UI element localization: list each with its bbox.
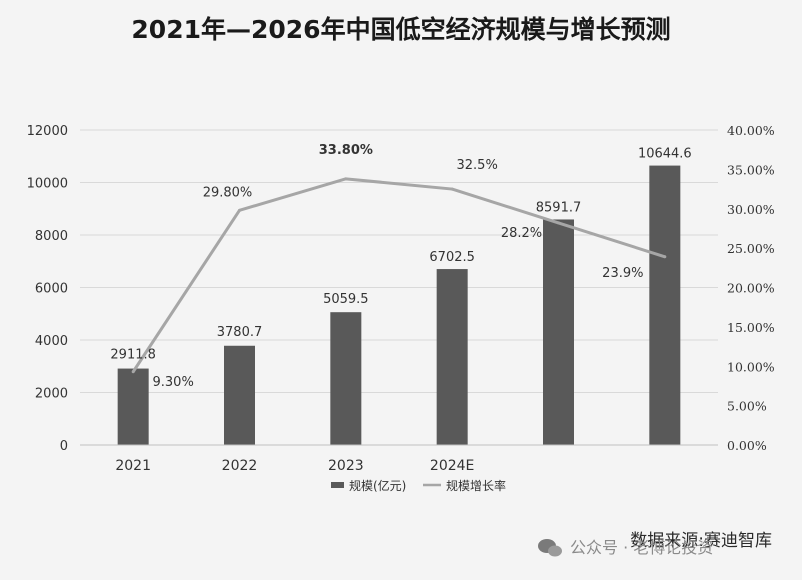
- legend-line-label: 规模增长率: [446, 478, 506, 493]
- watermark-text: 公众号 · 老博论投资: [570, 538, 713, 557]
- bar-value-label: 6702.5: [429, 250, 475, 265]
- line-value-label: 29.80%: [203, 185, 253, 200]
- line-value-label: 28.2%: [501, 226, 542, 241]
- line-point: [131, 370, 135, 374]
- legend-bar-swatch: [331, 482, 344, 488]
- x-tick-label: 2023: [328, 458, 364, 474]
- bar-value-label: 5059.5: [323, 292, 369, 307]
- y-right-tick-label: 5.00%: [727, 399, 767, 414]
- legend: 规模(亿元) 规模增长率: [331, 478, 506, 493]
- source-note: 数据来源:赛迪智库: [630, 530, 772, 551]
- bar-series: [117, 165, 681, 445]
- y-left-tick-label: 4000: [35, 334, 68, 349]
- y-left-tick-label: 2000: [35, 387, 68, 402]
- line-path: [131, 177, 666, 373]
- y-left-tick-label: 8000: [35, 229, 68, 244]
- y-right-tick-label: 20.00%: [727, 281, 775, 296]
- line-point: [557, 221, 560, 225]
- bar-value-label: 8591.7: [536, 200, 582, 215]
- bar: [543, 219, 574, 445]
- axes: 0 2000 4000 6000 8000 10000 12000 0.00% 5.00% 10.…: [27, 123, 775, 474]
- line-series: [131, 177, 667, 374]
- wechat-icon: [538, 539, 562, 557]
- line-value-label: 33.80%: [319, 143, 373, 158]
- y-left-tick-label: 6000: [35, 282, 68, 297]
- y-left-tick-label: 10000: [27, 177, 68, 192]
- y-left-tick-label: 0: [60, 439, 68, 454]
- bar-value-label: 3780.7: [217, 325, 263, 340]
- bar: [330, 312, 362, 445]
- bar-value-label: 2911.8: [110, 348, 156, 363]
- bar: [436, 269, 468, 445]
- y-right-tick-label: 0.00%: [727, 438, 767, 453]
- y-right-tick-label: 10.00%: [727, 359, 775, 374]
- legend-bar-label: 规模(亿元): [349, 478, 406, 493]
- y-right-tick-label: 30.00%: [727, 202, 775, 217]
- line-point: [238, 208, 241, 212]
- data-labels: 2911.8 3780.7 5059.5 6702.5 8591.7 10644.6 9.3…: [110, 143, 691, 390]
- line-value-label: 32.5%: [457, 158, 498, 173]
- x-tick-label: 2022: [222, 458, 258, 474]
- bar: [117, 368, 149, 445]
- bar: [224, 345, 255, 445]
- y-right-tick-label: 35.00%: [727, 162, 775, 177]
- line-point: [663, 255, 667, 259]
- x-tick-label: 2024E: [430, 458, 474, 474]
- line-value-label: 23.9%: [602, 266, 643, 281]
- y-left-tick-label: 12000: [27, 124, 68, 139]
- line-point: [344, 177, 348, 181]
- y-right-tick-label: 15.00%: [727, 320, 775, 335]
- gridlines: [80, 129, 718, 446]
- line-point: [450, 187, 454, 191]
- line-value-label: 9.30%: [153, 375, 194, 390]
- chart-title: 2021年—2026年中国低空经济规模与增长预测: [131, 15, 670, 44]
- x-tick-label: 2021: [115, 458, 151, 474]
- bar-value-label: 10644.6: [638, 147, 692, 162]
- y-right-tick-label: 40.00%: [727, 123, 775, 138]
- y-right-tick-label: 25.00%: [727, 241, 775, 256]
- bar: [649, 165, 681, 445]
